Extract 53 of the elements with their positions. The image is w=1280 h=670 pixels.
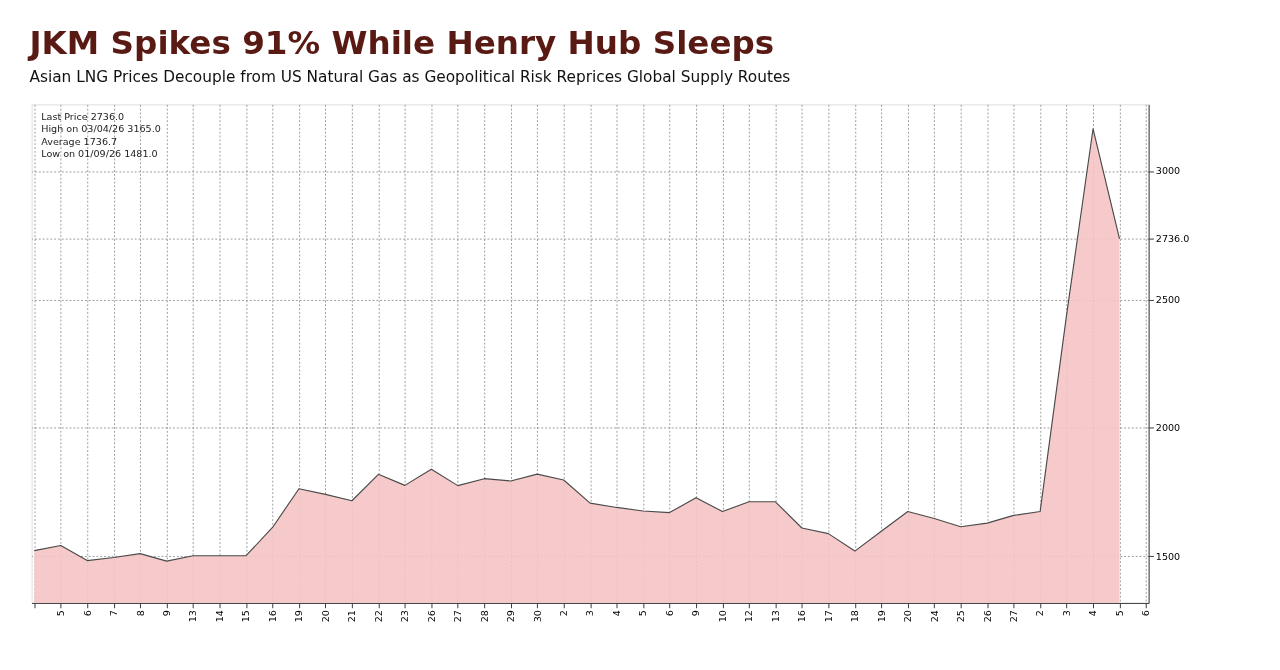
x-tick-label: 7	[108, 610, 120, 617]
x-tick-label: 3	[584, 610, 596, 617]
x-tick-label: 9	[690, 610, 702, 617]
annotation: Last Price 2736.0	[41, 110, 125, 122]
x-tick-label: 18	[849, 610, 861, 623]
x-tick-label: 24	[928, 610, 940, 623]
x-tick-label: 5	[1113, 610, 1125, 617]
x-tick-label: 15	[240, 610, 252, 623]
x-tick-label: 13	[187, 610, 199, 623]
x-tick-label: 17	[822, 610, 834, 623]
x-tick-label: 8	[134, 610, 146, 617]
x-tick-label: 21	[346, 610, 358, 623]
x-tick-label: 19	[875, 610, 887, 623]
x-tick-label: 12	[743, 610, 755, 623]
chart-title: JKM Spikes 91% While Henry Hub Sleeps	[27, 23, 775, 62]
x-tick-label: 29	[505, 610, 517, 623]
x-tick-label: 2	[1034, 610, 1046, 617]
x-tick-label: 6	[81, 610, 93, 617]
x-tick-label: 25	[955, 610, 967, 623]
x-tick-label: 26	[981, 610, 993, 623]
x-tick-label: 26	[425, 610, 437, 623]
x-tick-label: 23	[399, 610, 411, 623]
annotation: Average 1736.7	[41, 135, 118, 147]
x-tick-label: 13	[769, 610, 781, 623]
x-tick-label: 3	[1060, 610, 1072, 617]
x-tick-label: 10	[716, 610, 728, 623]
x-tick-label: 16	[266, 610, 278, 623]
x-tick-label: 22	[372, 610, 384, 623]
x-tick-label: 20	[319, 610, 331, 623]
annotation: Low on 01/09/26 1481.0	[41, 148, 158, 160]
x-tick-label: 28	[478, 610, 490, 623]
y-tick-label: 1500	[1155, 550, 1181, 562]
x-tick-label: 5	[637, 610, 649, 617]
x-tick-label: 20	[902, 610, 914, 623]
x-tick-label: 9	[160, 610, 172, 617]
y-tick-label: 2500	[1155, 293, 1181, 305]
x-tick-label: 27	[1008, 610, 1020, 623]
x-tick-label: 5	[55, 610, 67, 617]
x-tick-label: 14	[213, 610, 225, 623]
x-tick-label: 4	[1087, 610, 1099, 617]
x-tick-label: 6	[1140, 610, 1152, 617]
x-tick-label: 6	[663, 610, 675, 617]
x-tick-label: 19	[293, 610, 305, 623]
annotation: High on 03/04/26 3165.0	[41, 123, 161, 135]
x-tick-label: 27	[452, 610, 464, 623]
y-tick-label: 3000	[1155, 165, 1181, 177]
x-tick-label: 30	[531, 610, 543, 623]
x-tick-label: 2	[558, 610, 570, 617]
x-tick-label: 4	[610, 610, 622, 617]
y-tick-label: 2000	[1155, 422, 1181, 434]
chart-subtitle: Asian LNG Prices Decouple from US Natural Gas as Geopolitical Risk Reprices Global Supply Routes	[29, 68, 791, 87]
y-tick-label: 2736.0	[1155, 233, 1190, 245]
x-tick-label: 16	[796, 610, 808, 623]
